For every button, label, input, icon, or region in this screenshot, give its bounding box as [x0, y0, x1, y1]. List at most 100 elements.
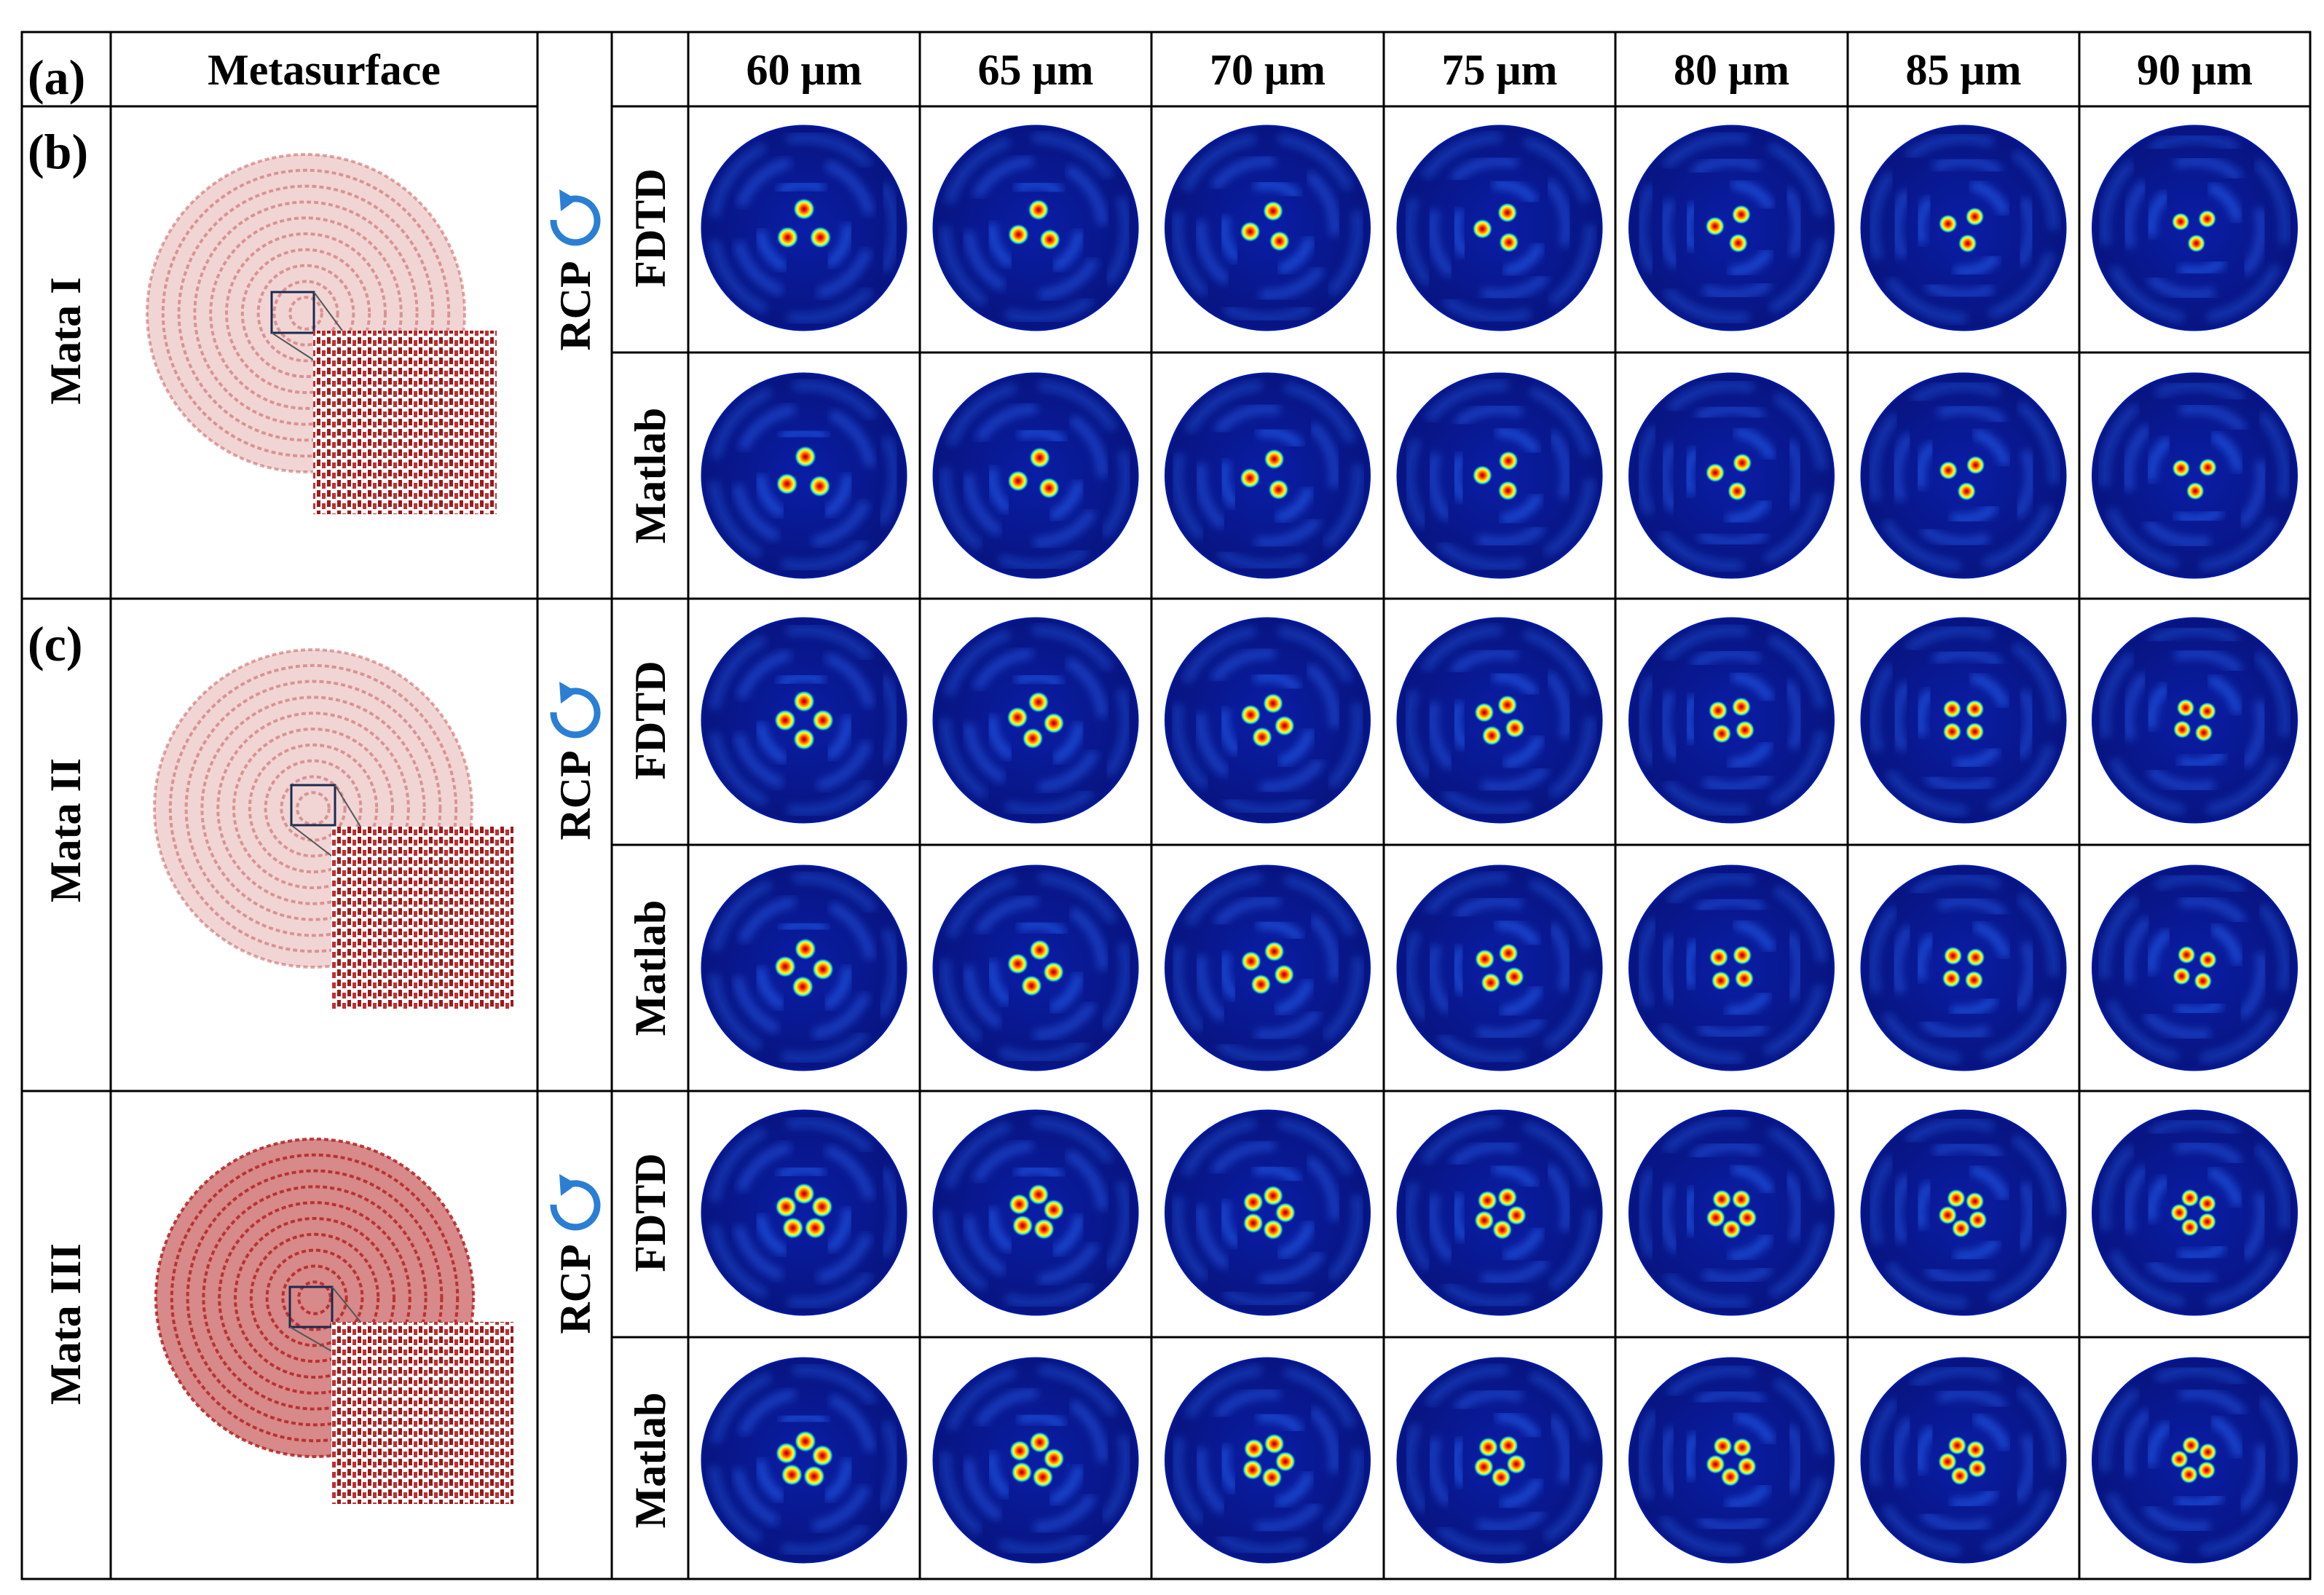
field-hotspot: [1474, 949, 1495, 969]
field-plot: [1165, 125, 1371, 331]
field-plot: [2092, 1109, 2298, 1316]
field-hotspot: [1737, 1208, 1757, 1228]
field-hotspot: [1712, 1189, 1732, 1209]
field-plot: [1628, 865, 1835, 1071]
field-plot: [2092, 1357, 2298, 1564]
field-hotspot: [1262, 693, 1284, 714]
field-plot: [701, 1357, 907, 1564]
field-hotspot: [2187, 234, 2206, 253]
distance-header: 90 μm: [2137, 46, 2253, 94]
field-hotspot: [1965, 699, 1985, 719]
field-plot: [1165, 865, 1371, 1071]
field-hotspot: [1968, 1210, 1988, 1229]
field-hotspot: [1709, 947, 1729, 967]
field-hotspot: [1506, 1454, 1527, 1475]
field-hotspot: [2198, 701, 2217, 721]
field-hotspot: [1477, 1190, 1498, 1211]
metasurface-zoom-inset: [331, 827, 513, 1009]
circular-arrow-icon: [550, 189, 601, 246]
field-hotspot: [1705, 216, 1725, 237]
field-hotspot: [2177, 945, 2196, 964]
field-hotspot: [1497, 202, 1518, 223]
field-hotspot: [2176, 698, 2195, 717]
distance-header: 85 μm: [1905, 46, 2022, 94]
field-hotspot: [1242, 1213, 1264, 1234]
field-hotspot: [1008, 1193, 1031, 1216]
method-label: FDTD: [626, 168, 674, 288]
field-hotspot: [1938, 1452, 1958, 1471]
field-hotspot: [1007, 706, 1028, 728]
field-hotspot: [1504, 966, 1525, 987]
polarization-label: RCP: [551, 1244, 599, 1334]
field-hotspot: [1492, 1219, 1513, 1240]
field-hotspot: [1722, 1219, 1741, 1240]
distance-header: 60 μm: [746, 46, 862, 94]
field-hotspot: [1498, 942, 1519, 964]
distance-header: 70 μm: [1210, 46, 1326, 94]
field-hotspot: [1032, 1466, 1054, 1488]
field-hotspot: [1240, 221, 1261, 243]
field-hotspot: [2198, 1212, 2217, 1232]
method-label: FDTD: [626, 1153, 674, 1272]
field-hotspot: [1481, 725, 1502, 746]
field-hotspot: [1474, 702, 1494, 723]
field-plot: [1165, 1109, 1371, 1316]
field-hotspot: [2198, 209, 2217, 229]
field-hotspot: [2170, 1203, 2189, 1222]
field-hotspot: [1022, 728, 1044, 749]
field-plot: [1396, 125, 1603, 331]
field-hotspot: [1473, 1457, 1494, 1478]
field-hotspot: [1950, 1466, 1970, 1486]
distance-header: 75 μm: [1441, 46, 1558, 94]
field-hotspot: [1242, 1192, 1264, 1213]
field-hotspot: [1732, 945, 1752, 965]
field-hotspot: [1497, 480, 1519, 501]
field-hotspot: [1728, 233, 1749, 253]
field-hotspot: [793, 1183, 815, 1205]
field-plot: [2092, 125, 2298, 331]
field-hotspot: [2194, 723, 2213, 742]
field-hotspot: [776, 473, 798, 495]
field-hotspot: [1505, 717, 1525, 739]
field-hotspot: [1734, 969, 1754, 989]
field-hotspot: [2172, 459, 2191, 478]
field-hotspot: [1042, 961, 1065, 983]
field-hotspot: [2198, 1443, 2218, 1462]
field-hotspot: [1472, 465, 1493, 486]
distance-header: 80 μm: [1674, 46, 1789, 94]
field-hotspot: [1240, 950, 1262, 972]
field-plot: [1396, 1357, 1603, 1564]
field-hotspot: [1713, 1436, 1733, 1457]
field-plot: [932, 865, 1139, 1071]
panel-label: (b): [28, 124, 89, 179]
field-hotspot: [1028, 691, 1049, 713]
field-hotspot: [781, 1463, 803, 1486]
field-plot: [1860, 372, 2067, 579]
field-hotspot: [1967, 1459, 1987, 1478]
field-hotspot: [1007, 224, 1030, 245]
field-hotspot: [1498, 1435, 1519, 1456]
field-plot: [701, 1109, 907, 1316]
field-hotspot: [2181, 1189, 2199, 1208]
field-hotspot: [1268, 479, 1289, 500]
polarization-label: RCP: [551, 261, 599, 351]
field-hotspot: [793, 690, 815, 712]
field-hotspot: [1269, 230, 1291, 252]
field-hotspot: [1957, 481, 1977, 501]
field-plot: [1165, 1357, 1371, 1564]
field-hotspot: [774, 956, 797, 978]
field-plot: [1165, 617, 1371, 824]
field-hotspot: [2173, 720, 2191, 739]
metasurface-image: [146, 153, 497, 514]
field-plot: [932, 617, 1139, 824]
field-hotspot: [2170, 1449, 2189, 1469]
field-plot: [932, 372, 1139, 579]
field-hotspot: [1012, 1215, 1033, 1237]
field-hotspot: [1942, 699, 1962, 719]
metasurface-image: [153, 648, 513, 1009]
zoom-region-marker: [270, 291, 315, 334]
field-hotspot: [1240, 704, 1261, 725]
field-hotspot: [1028, 1184, 1049, 1205]
